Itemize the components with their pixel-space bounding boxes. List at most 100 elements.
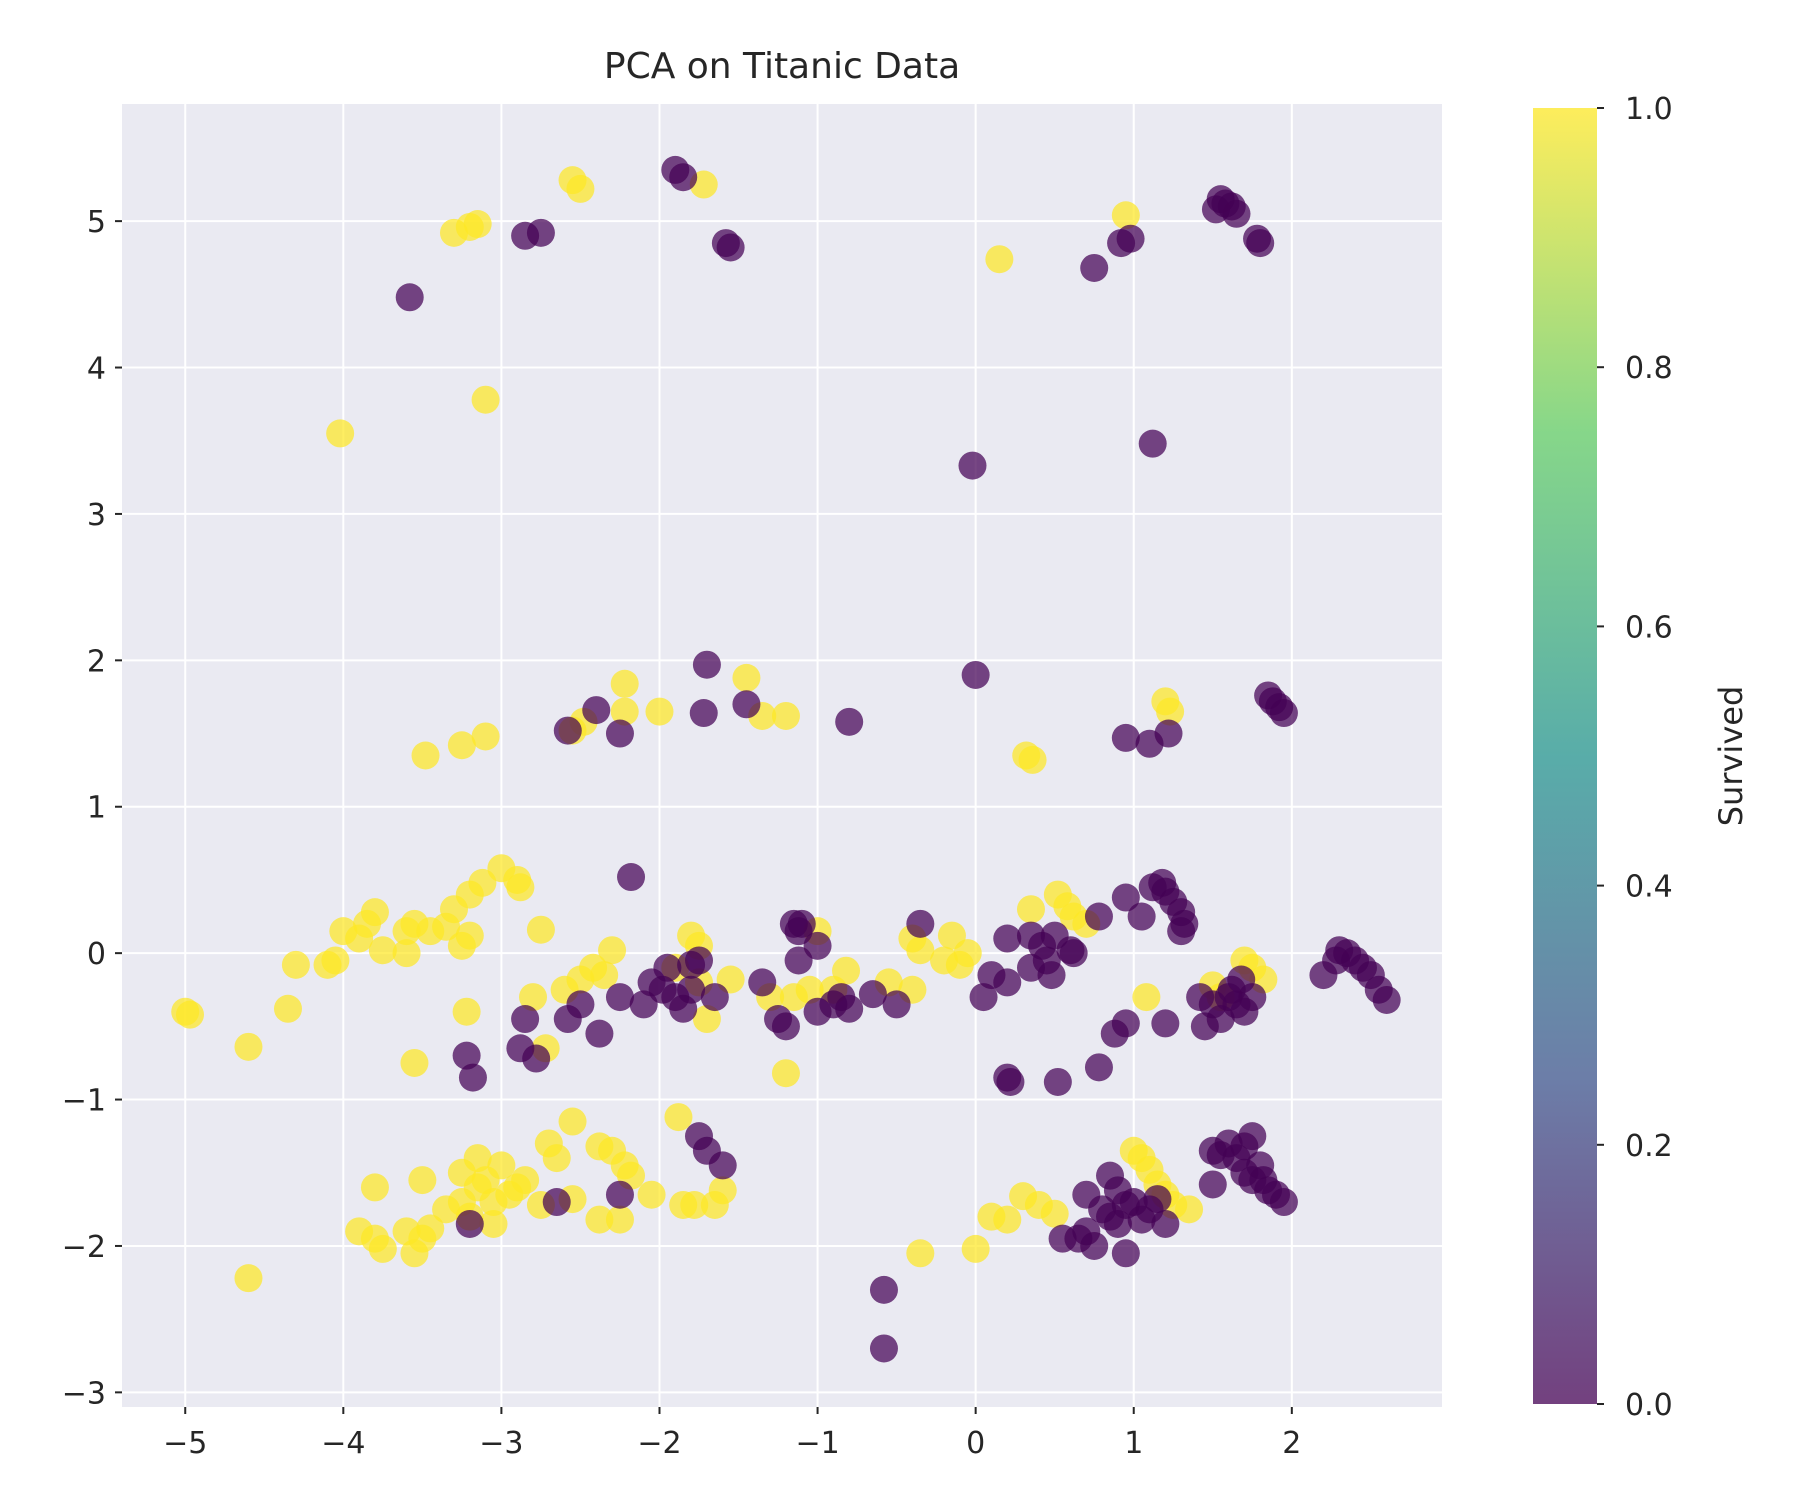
not-survived-point — [1151, 1209, 1180, 1238]
survived-point — [506, 873, 535, 902]
survived-point — [692, 1005, 721, 1034]
not-survived-point — [629, 990, 658, 1019]
colorbar-tick-label: 0.0 — [1625, 1388, 1673, 1423]
not-survived-point — [605, 983, 634, 1012]
not-survived-point — [803, 931, 832, 960]
survived-point — [585, 1205, 614, 1234]
grid-lines — [122, 104, 1442, 1407]
not-survived-point — [1043, 1067, 1072, 1096]
survived-point — [1175, 1195, 1204, 1224]
survived-point — [1132, 983, 1161, 1012]
not-survived-point — [452, 1041, 481, 1070]
not-survived-point — [1080, 253, 1109, 282]
survived-point — [637, 1180, 666, 1209]
survived-point — [175, 1000, 204, 1029]
survived-point — [326, 419, 355, 448]
not-survived-point — [1080, 1231, 1109, 1260]
not-survived-point — [1269, 1188, 1298, 1217]
not-survived-point — [700, 983, 729, 1012]
not-survived-point — [1111, 1239, 1140, 1268]
survived-point — [700, 1190, 729, 1219]
survived-point — [273, 994, 302, 1023]
survived-point — [392, 917, 421, 946]
not-survived-point — [585, 1019, 614, 1048]
not-survived-point — [1143, 1185, 1172, 1214]
not-survived-point — [506, 1034, 535, 1063]
not-survived-point — [455, 1209, 484, 1238]
survived-point — [993, 1205, 1022, 1234]
scatter-points — [171, 155, 1401, 1363]
not-survived-point — [1111, 883, 1140, 912]
colorbar-tick-label: 0.2 — [1625, 1129, 1673, 1164]
survived-point — [795, 975, 824, 1004]
not-survived-point — [542, 1188, 571, 1217]
chart-title: PCA on Titanic Data — [604, 46, 960, 87]
survived-point — [1018, 745, 1047, 774]
survived-point — [669, 1190, 698, 1219]
x-tick-label: −2 — [637, 1426, 681, 1461]
survived-point — [234, 1264, 263, 1293]
y-tick-label: −3 — [62, 1376, 106, 1411]
survived-point — [447, 731, 476, 760]
survived-point — [471, 385, 500, 414]
y-tick-label: −1 — [62, 1084, 106, 1119]
colorbar-tick-label: 1.0 — [1625, 92, 1673, 127]
survived-point — [542, 1144, 571, 1173]
survived-point — [471, 722, 500, 751]
not-survived-point — [553, 1005, 582, 1034]
x-tick-label: −1 — [795, 1426, 839, 1461]
not-survived-point — [395, 283, 424, 312]
y-tick-label: −2 — [62, 1230, 106, 1265]
survived-point — [610, 697, 639, 726]
not-survived-point — [669, 163, 698, 192]
survived-point — [906, 1239, 935, 1268]
not-survived-point — [1372, 985, 1401, 1014]
y-tick-label: 5 — [87, 205, 106, 240]
survived-point — [558, 1107, 587, 1136]
survived-point — [463, 210, 492, 239]
y-axis: −3 −2 −1 0 1 2 3 4 5 — [62, 205, 122, 1411]
survived-point — [664, 1103, 693, 1132]
not-survived-point — [1154, 719, 1183, 748]
not-survived-point — [1322, 946, 1351, 975]
not-survived-point — [787, 909, 816, 938]
survived-point — [487, 1151, 516, 1180]
not-survived-point — [605, 1180, 634, 1209]
not-survived-point — [458, 1063, 487, 1092]
not-survived-point — [1127, 902, 1156, 931]
not-survived-point — [835, 994, 864, 1023]
not-survived-point — [748, 968, 777, 997]
survived-point — [771, 1059, 800, 1088]
not-survived-point — [993, 924, 1022, 953]
colorbar: 0.0 0.2 0.4 0.6 0.8 1.0 Survived — [1533, 92, 1750, 1423]
survived-point — [519, 983, 548, 1012]
survived-point — [408, 1166, 437, 1195]
not-survived-point — [1269, 699, 1298, 728]
not-survived-point — [1246, 229, 1275, 258]
not-survived-point — [553, 716, 582, 745]
not-survived-point — [689, 699, 718, 728]
not-survived-point — [869, 1334, 898, 1363]
survived-point — [392, 939, 421, 968]
colorbar-label: Survived — [1712, 686, 1750, 827]
not-survived-point — [784, 946, 813, 975]
survived-point — [645, 697, 674, 726]
survived-point — [610, 669, 639, 698]
not-survived-point — [1111, 723, 1140, 752]
not-survived-point — [1037, 961, 1066, 990]
x-tick-label: −4 — [321, 1426, 365, 1461]
not-survived-point — [1084, 902, 1113, 931]
not-survived-point — [1048, 1224, 1077, 1253]
survived-point — [360, 1173, 389, 1202]
not-survived-point — [617, 863, 646, 892]
survived-point — [1111, 201, 1140, 230]
y-tick-label: 1 — [87, 791, 106, 826]
colorbar-tick-label: 0.4 — [1625, 870, 1673, 905]
not-survived-point — [1111, 1009, 1140, 1038]
not-survived-point — [1167, 917, 1196, 946]
survived-point — [432, 1195, 461, 1224]
survived-point — [411, 741, 440, 770]
survived-point — [1040, 1199, 1069, 1228]
survived-point — [985, 245, 1014, 274]
